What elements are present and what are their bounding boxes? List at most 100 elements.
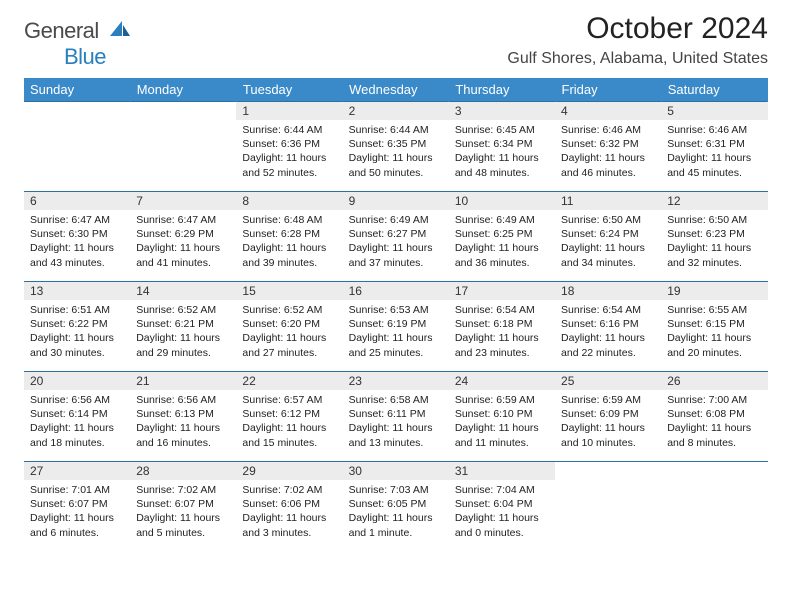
day-body: Sunrise: 6:48 AMSunset: 6:28 PMDaylight:… <box>236 210 342 276</box>
day-number: 26 <box>661 372 767 390</box>
calendar-day-cell: 11Sunrise: 6:50 AMSunset: 6:24 PMDayligh… <box>555 192 661 282</box>
calendar-week-row: 6Sunrise: 6:47 AMSunset: 6:30 PMDaylight… <box>24 192 768 282</box>
day-number: 27 <box>24 462 130 480</box>
calendar-day-cell <box>555 462 661 552</box>
page-title: October 2024 <box>507 12 768 46</box>
day-body: Sunrise: 6:56 AMSunset: 6:14 PMDaylight:… <box>24 390 130 456</box>
calendar-week-row: 20Sunrise: 6:56 AMSunset: 6:14 PMDayligh… <box>24 372 768 462</box>
calendar-day-cell: 26Sunrise: 7:00 AMSunset: 6:08 PMDayligh… <box>661 372 767 462</box>
day-body: Sunrise: 6:56 AMSunset: 6:13 PMDaylight:… <box>130 390 236 456</box>
day-number: 12 <box>661 192 767 210</box>
day-body: Sunrise: 7:01 AMSunset: 6:07 PMDaylight:… <box>24 480 130 546</box>
day-body: Sunrise: 7:02 AMSunset: 6:06 PMDaylight:… <box>236 480 342 546</box>
day-number: 4 <box>555 102 661 120</box>
location-label: Gulf Shores, Alabama, United States <box>507 50 768 68</box>
day-body: Sunrise: 6:46 AMSunset: 6:32 PMDaylight:… <box>555 120 661 186</box>
day-number: 23 <box>343 372 449 390</box>
weekday-header: Thursday <box>449 78 555 102</box>
calendar-day-cell: 21Sunrise: 6:56 AMSunset: 6:13 PMDayligh… <box>130 372 236 462</box>
calendar-day-cell: 5Sunrise: 6:46 AMSunset: 6:31 PMDaylight… <box>661 102 767 192</box>
calendar-day-cell: 2Sunrise: 6:44 AMSunset: 6:35 PMDaylight… <box>343 102 449 192</box>
calendar-day-cell: 28Sunrise: 7:02 AMSunset: 6:07 PMDayligh… <box>130 462 236 552</box>
day-body: Sunrise: 6:58 AMSunset: 6:11 PMDaylight:… <box>343 390 449 456</box>
day-body: Sunrise: 7:04 AMSunset: 6:04 PMDaylight:… <box>449 480 555 546</box>
day-body: Sunrise: 6:52 AMSunset: 6:21 PMDaylight:… <box>130 300 236 366</box>
day-body: Sunrise: 6:47 AMSunset: 6:30 PMDaylight:… <box>24 210 130 276</box>
logo-word1: General <box>24 18 99 43</box>
calendar-day-cell: 23Sunrise: 6:58 AMSunset: 6:11 PMDayligh… <box>343 372 449 462</box>
day-number: 22 <box>236 372 342 390</box>
day-number: 19 <box>661 282 767 300</box>
calendar-table: Sunday Monday Tuesday Wednesday Thursday… <box>24 78 768 552</box>
day-number: 31 <box>449 462 555 480</box>
calendar-day-cell: 27Sunrise: 7:01 AMSunset: 6:07 PMDayligh… <box>24 462 130 552</box>
day-number: 7 <box>130 192 236 210</box>
weekday-header: Monday <box>130 78 236 102</box>
day-number: 9 <box>343 192 449 210</box>
day-number: 28 <box>130 462 236 480</box>
calendar-day-cell: 3Sunrise: 6:45 AMSunset: 6:34 PMDaylight… <box>449 102 555 192</box>
day-body: Sunrise: 6:59 AMSunset: 6:10 PMDaylight:… <box>449 390 555 456</box>
day-number: 3 <box>449 102 555 120</box>
calendar-day-cell: 17Sunrise: 6:54 AMSunset: 6:18 PMDayligh… <box>449 282 555 372</box>
logo-sail-icon <box>109 20 131 38</box>
day-body: Sunrise: 6:45 AMSunset: 6:34 PMDaylight:… <box>449 120 555 186</box>
day-number <box>24 102 130 120</box>
day-body: Sunrise: 6:57 AMSunset: 6:12 PMDaylight:… <box>236 390 342 456</box>
day-body: Sunrise: 6:49 AMSunset: 6:25 PMDaylight:… <box>449 210 555 276</box>
weekday-header: Sunday <box>24 78 130 102</box>
calendar-day-cell: 14Sunrise: 6:52 AMSunset: 6:21 PMDayligh… <box>130 282 236 372</box>
day-number: 6 <box>24 192 130 210</box>
day-body: Sunrise: 6:54 AMSunset: 6:16 PMDaylight:… <box>555 300 661 366</box>
day-number: 10 <box>449 192 555 210</box>
day-number: 20 <box>24 372 130 390</box>
calendar-day-cell: 16Sunrise: 6:53 AMSunset: 6:19 PMDayligh… <box>343 282 449 372</box>
day-number: 16 <box>343 282 449 300</box>
logo-word2: Blue <box>64 44 106 69</box>
day-body: Sunrise: 6:46 AMSunset: 6:31 PMDaylight:… <box>661 120 767 186</box>
calendar-day-cell: 19Sunrise: 6:55 AMSunset: 6:15 PMDayligh… <box>661 282 767 372</box>
calendar-day-cell: 7Sunrise: 6:47 AMSunset: 6:29 PMDaylight… <box>130 192 236 282</box>
calendar-day-cell: 6Sunrise: 6:47 AMSunset: 6:30 PMDaylight… <box>24 192 130 282</box>
day-body: Sunrise: 6:59 AMSunset: 6:09 PMDaylight:… <box>555 390 661 456</box>
day-number <box>130 102 236 120</box>
day-number: 29 <box>236 462 342 480</box>
calendar-day-cell: 10Sunrise: 6:49 AMSunset: 6:25 PMDayligh… <box>449 192 555 282</box>
day-body <box>24 120 130 129</box>
calendar-day-cell: 15Sunrise: 6:52 AMSunset: 6:20 PMDayligh… <box>236 282 342 372</box>
day-body: Sunrise: 6:54 AMSunset: 6:18 PMDaylight:… <box>449 300 555 366</box>
calendar-week-row: 27Sunrise: 7:01 AMSunset: 6:07 PMDayligh… <box>24 462 768 552</box>
day-body <box>661 480 767 489</box>
calendar-day-cell: 22Sunrise: 6:57 AMSunset: 6:12 PMDayligh… <box>236 372 342 462</box>
day-body: Sunrise: 6:55 AMSunset: 6:15 PMDaylight:… <box>661 300 767 366</box>
day-body: Sunrise: 6:44 AMSunset: 6:35 PMDaylight:… <box>343 120 449 186</box>
day-number: 15 <box>236 282 342 300</box>
logo: General Blue <box>24 12 131 70</box>
day-number: 30 <box>343 462 449 480</box>
day-body: Sunrise: 6:44 AMSunset: 6:36 PMDaylight:… <box>236 120 342 186</box>
calendar-day-cell: 13Sunrise: 6:51 AMSunset: 6:22 PMDayligh… <box>24 282 130 372</box>
day-number: 1 <box>236 102 342 120</box>
calendar-day-cell <box>661 462 767 552</box>
day-number: 8 <box>236 192 342 210</box>
day-body: Sunrise: 6:51 AMSunset: 6:22 PMDaylight:… <box>24 300 130 366</box>
day-number: 25 <box>555 372 661 390</box>
weekday-header: Friday <box>555 78 661 102</box>
weekday-header: Tuesday <box>236 78 342 102</box>
calendar-day-cell: 20Sunrise: 6:56 AMSunset: 6:14 PMDayligh… <box>24 372 130 462</box>
day-number: 2 <box>343 102 449 120</box>
day-number: 21 <box>130 372 236 390</box>
day-body: Sunrise: 7:00 AMSunset: 6:08 PMDaylight:… <box>661 390 767 456</box>
calendar-day-cell: 9Sunrise: 6:49 AMSunset: 6:27 PMDaylight… <box>343 192 449 282</box>
day-body: Sunrise: 6:49 AMSunset: 6:27 PMDaylight:… <box>343 210 449 276</box>
day-number: 5 <box>661 102 767 120</box>
day-number <box>555 462 661 480</box>
calendar-day-cell: 25Sunrise: 6:59 AMSunset: 6:09 PMDayligh… <box>555 372 661 462</box>
calendar-day-cell: 24Sunrise: 6:59 AMSunset: 6:10 PMDayligh… <box>449 372 555 462</box>
day-body: Sunrise: 7:03 AMSunset: 6:05 PMDaylight:… <box>343 480 449 546</box>
calendar-day-cell: 8Sunrise: 6:48 AMSunset: 6:28 PMDaylight… <box>236 192 342 282</box>
weekday-header: Wednesday <box>343 78 449 102</box>
calendar-day-cell <box>24 102 130 192</box>
calendar-day-cell: 18Sunrise: 6:54 AMSunset: 6:16 PMDayligh… <box>555 282 661 372</box>
day-number: 14 <box>130 282 236 300</box>
